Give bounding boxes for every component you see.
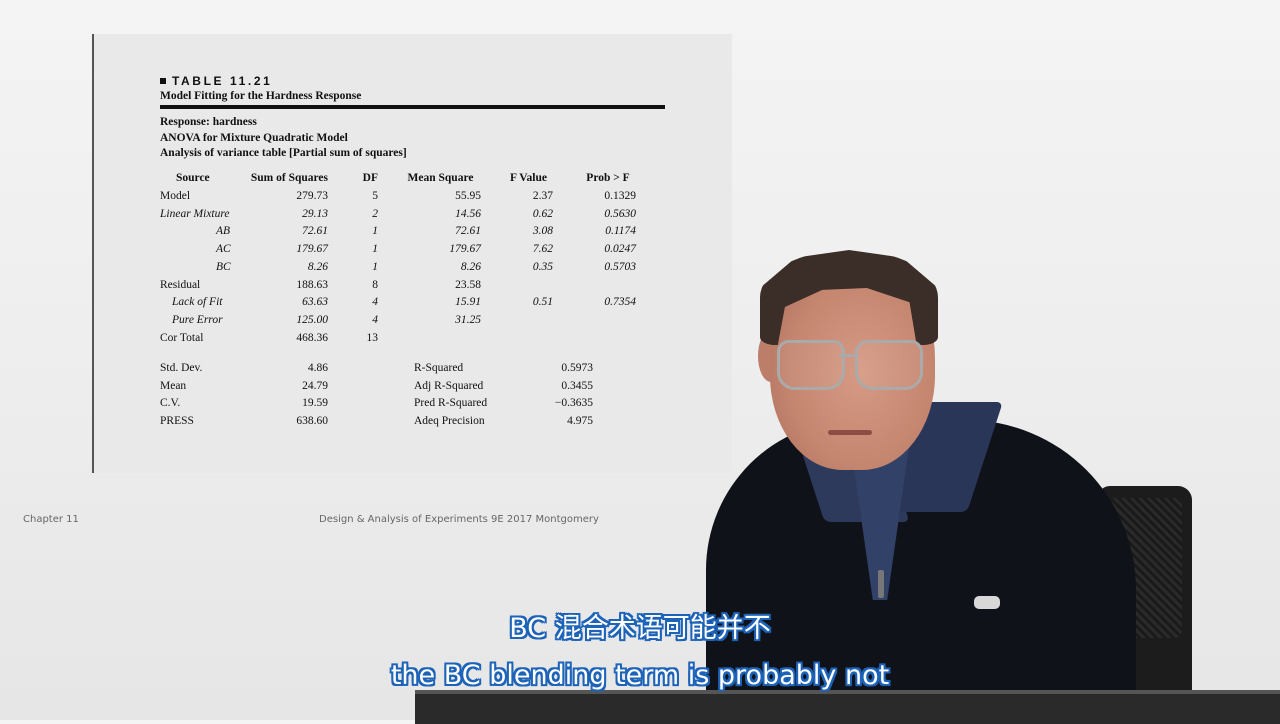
column-header: Mean Square (407, 172, 474, 184)
table-cell: 14.56 (455, 207, 481, 220)
statistic-label: Mean (160, 379, 187, 392)
table-cell: 1 (372, 260, 378, 273)
table-cell: 8.26 (307, 260, 328, 273)
table-cell: 468.36 (296, 331, 328, 344)
statistic-label: Adj R-Squared (414, 379, 484, 392)
table-cell: 72.61 (302, 225, 328, 238)
table-cell: 179.67 (449, 243, 481, 256)
table-row-source: Lack of Fit (172, 296, 223, 309)
table-cell: 3.08 (532, 225, 553, 238)
table-row-source: AC (216, 243, 231, 256)
table-label: TABLE 11.21 (160, 74, 272, 88)
table-cell: 2 (372, 207, 378, 220)
table-row-source: Cor Total (160, 331, 204, 344)
column-header: Prob > F (586, 172, 630, 184)
statistic-label: Pred R-Squared (414, 397, 488, 410)
statistic-value: 24.79 (302, 379, 328, 392)
slide-footer-chapter: Chapter 11 (23, 514, 79, 525)
table-cell: 63.63 (302, 296, 328, 309)
table-cell: 0.7354 (604, 296, 636, 309)
table-cell: 125.00 (296, 313, 328, 326)
table-cell: 2.37 (532, 190, 553, 202)
table-row-source: AB (216, 225, 231, 238)
table-cell: 7.62 (532, 243, 553, 256)
subtitle-chinese: BC 混合术语可能并不 (509, 613, 771, 644)
table-cell: 1 (372, 243, 378, 256)
table-cell: 0.62 (532, 207, 553, 220)
table-row-source: Pure Error (172, 313, 223, 326)
table-cell: 8 (372, 278, 378, 291)
table-cell: 29.13 (302, 207, 328, 220)
column-header: Source (176, 172, 210, 184)
table-cell: 15.91 (455, 296, 481, 309)
desk-edge (415, 690, 1280, 724)
table-label-text: TABLE 11.21 (172, 74, 273, 88)
table-row-source: Model (160, 190, 191, 202)
fit-statistics: Std. Dev. 4.86 R-Squared 0.5973 Mean 24.79 Adj… (94, 34, 734, 473)
bullet-square-icon (160, 78, 166, 84)
table-row-source: BC (216, 260, 231, 273)
table-cell: 5 (372, 190, 378, 202)
table-rule (160, 105, 665, 109)
slide-footer-title: Design & Analysis of Experiments 9E 2017… (319, 514, 599, 525)
table-cell: 0.0247 (604, 243, 636, 256)
table-cell: 8.26 (460, 260, 481, 273)
statistic-label: Adeq Precision (414, 415, 485, 428)
slide-table-panel: TABLE 11.21 Model Fitting for the Hardne… (92, 34, 732, 473)
table-cell: 188.63 (296, 278, 328, 291)
presenter-mouth (828, 430, 872, 435)
table-cell: 0.5703 (604, 260, 636, 273)
glasses (777, 340, 927, 390)
glasses-bridge (839, 354, 857, 357)
statistic-label: C.V. (160, 397, 181, 410)
statistic-label: Std. Dev. (160, 362, 203, 374)
info-line: Response: hardness (160, 116, 257, 128)
glasses-lens-right (855, 340, 923, 390)
anova-table: Source Sum of Squares DF Mean Square F Value… (94, 34, 734, 473)
info-line: Analysis of variance table [Partial sum … (160, 147, 407, 159)
crocodile-logo-icon (974, 596, 1000, 609)
statistic-value: 0.3455 (561, 379, 593, 392)
sweater-zipper (878, 570, 884, 598)
statistic-value: 638.60 (296, 415, 328, 428)
table-row-source: Linear Mixture (160, 207, 230, 220)
statistic-value: −0.3635 (554, 397, 593, 410)
table-row-source: Residual (160, 278, 201, 291)
table-cell: 0.1174 (605, 225, 636, 238)
table-cell: 4 (372, 296, 378, 309)
table-cell: 4 (372, 313, 378, 326)
statistic-value: 4.86 (307, 362, 328, 374)
statistic-value: 0.5973 (561, 362, 593, 374)
column-header: F Value (510, 172, 547, 184)
statistic-value: 4.975 (567, 415, 593, 428)
table-cell: 279.73 (296, 190, 328, 202)
statistic-value: 19.59 (302, 397, 328, 410)
statistic-label: PRESS (160, 415, 194, 428)
statistic-label: R-Squared (414, 362, 464, 374)
glasses-lens-left (777, 340, 845, 390)
table-cell: 55.95 (455, 190, 481, 202)
table-cell: 0.51 (532, 296, 553, 309)
table-caption: Model Fitting for the Hardness Response (160, 90, 362, 102)
table-cell: 72.61 (455, 225, 481, 238)
table-cell: 1 (372, 225, 378, 238)
table-cell: 13 (366, 331, 379, 344)
table-cell: 31.25 (455, 313, 481, 326)
subtitle-english: the BC blending term is probably not (390, 660, 890, 691)
table-cell: 0.5630 (604, 207, 636, 220)
table-cell: 23.58 (455, 278, 481, 291)
table-info: Response: hardness ANOVA for Mixture Qua… (160, 115, 407, 162)
table-cell: 0.1329 (604, 190, 636, 202)
column-header: Sum of Squares (250, 172, 328, 184)
table-cell: 179.67 (296, 243, 328, 256)
table-cell: 0.35 (532, 260, 553, 273)
column-header: DF (362, 172, 378, 184)
info-line: ANOVA for Mixture Quadratic Model (160, 131, 348, 144)
